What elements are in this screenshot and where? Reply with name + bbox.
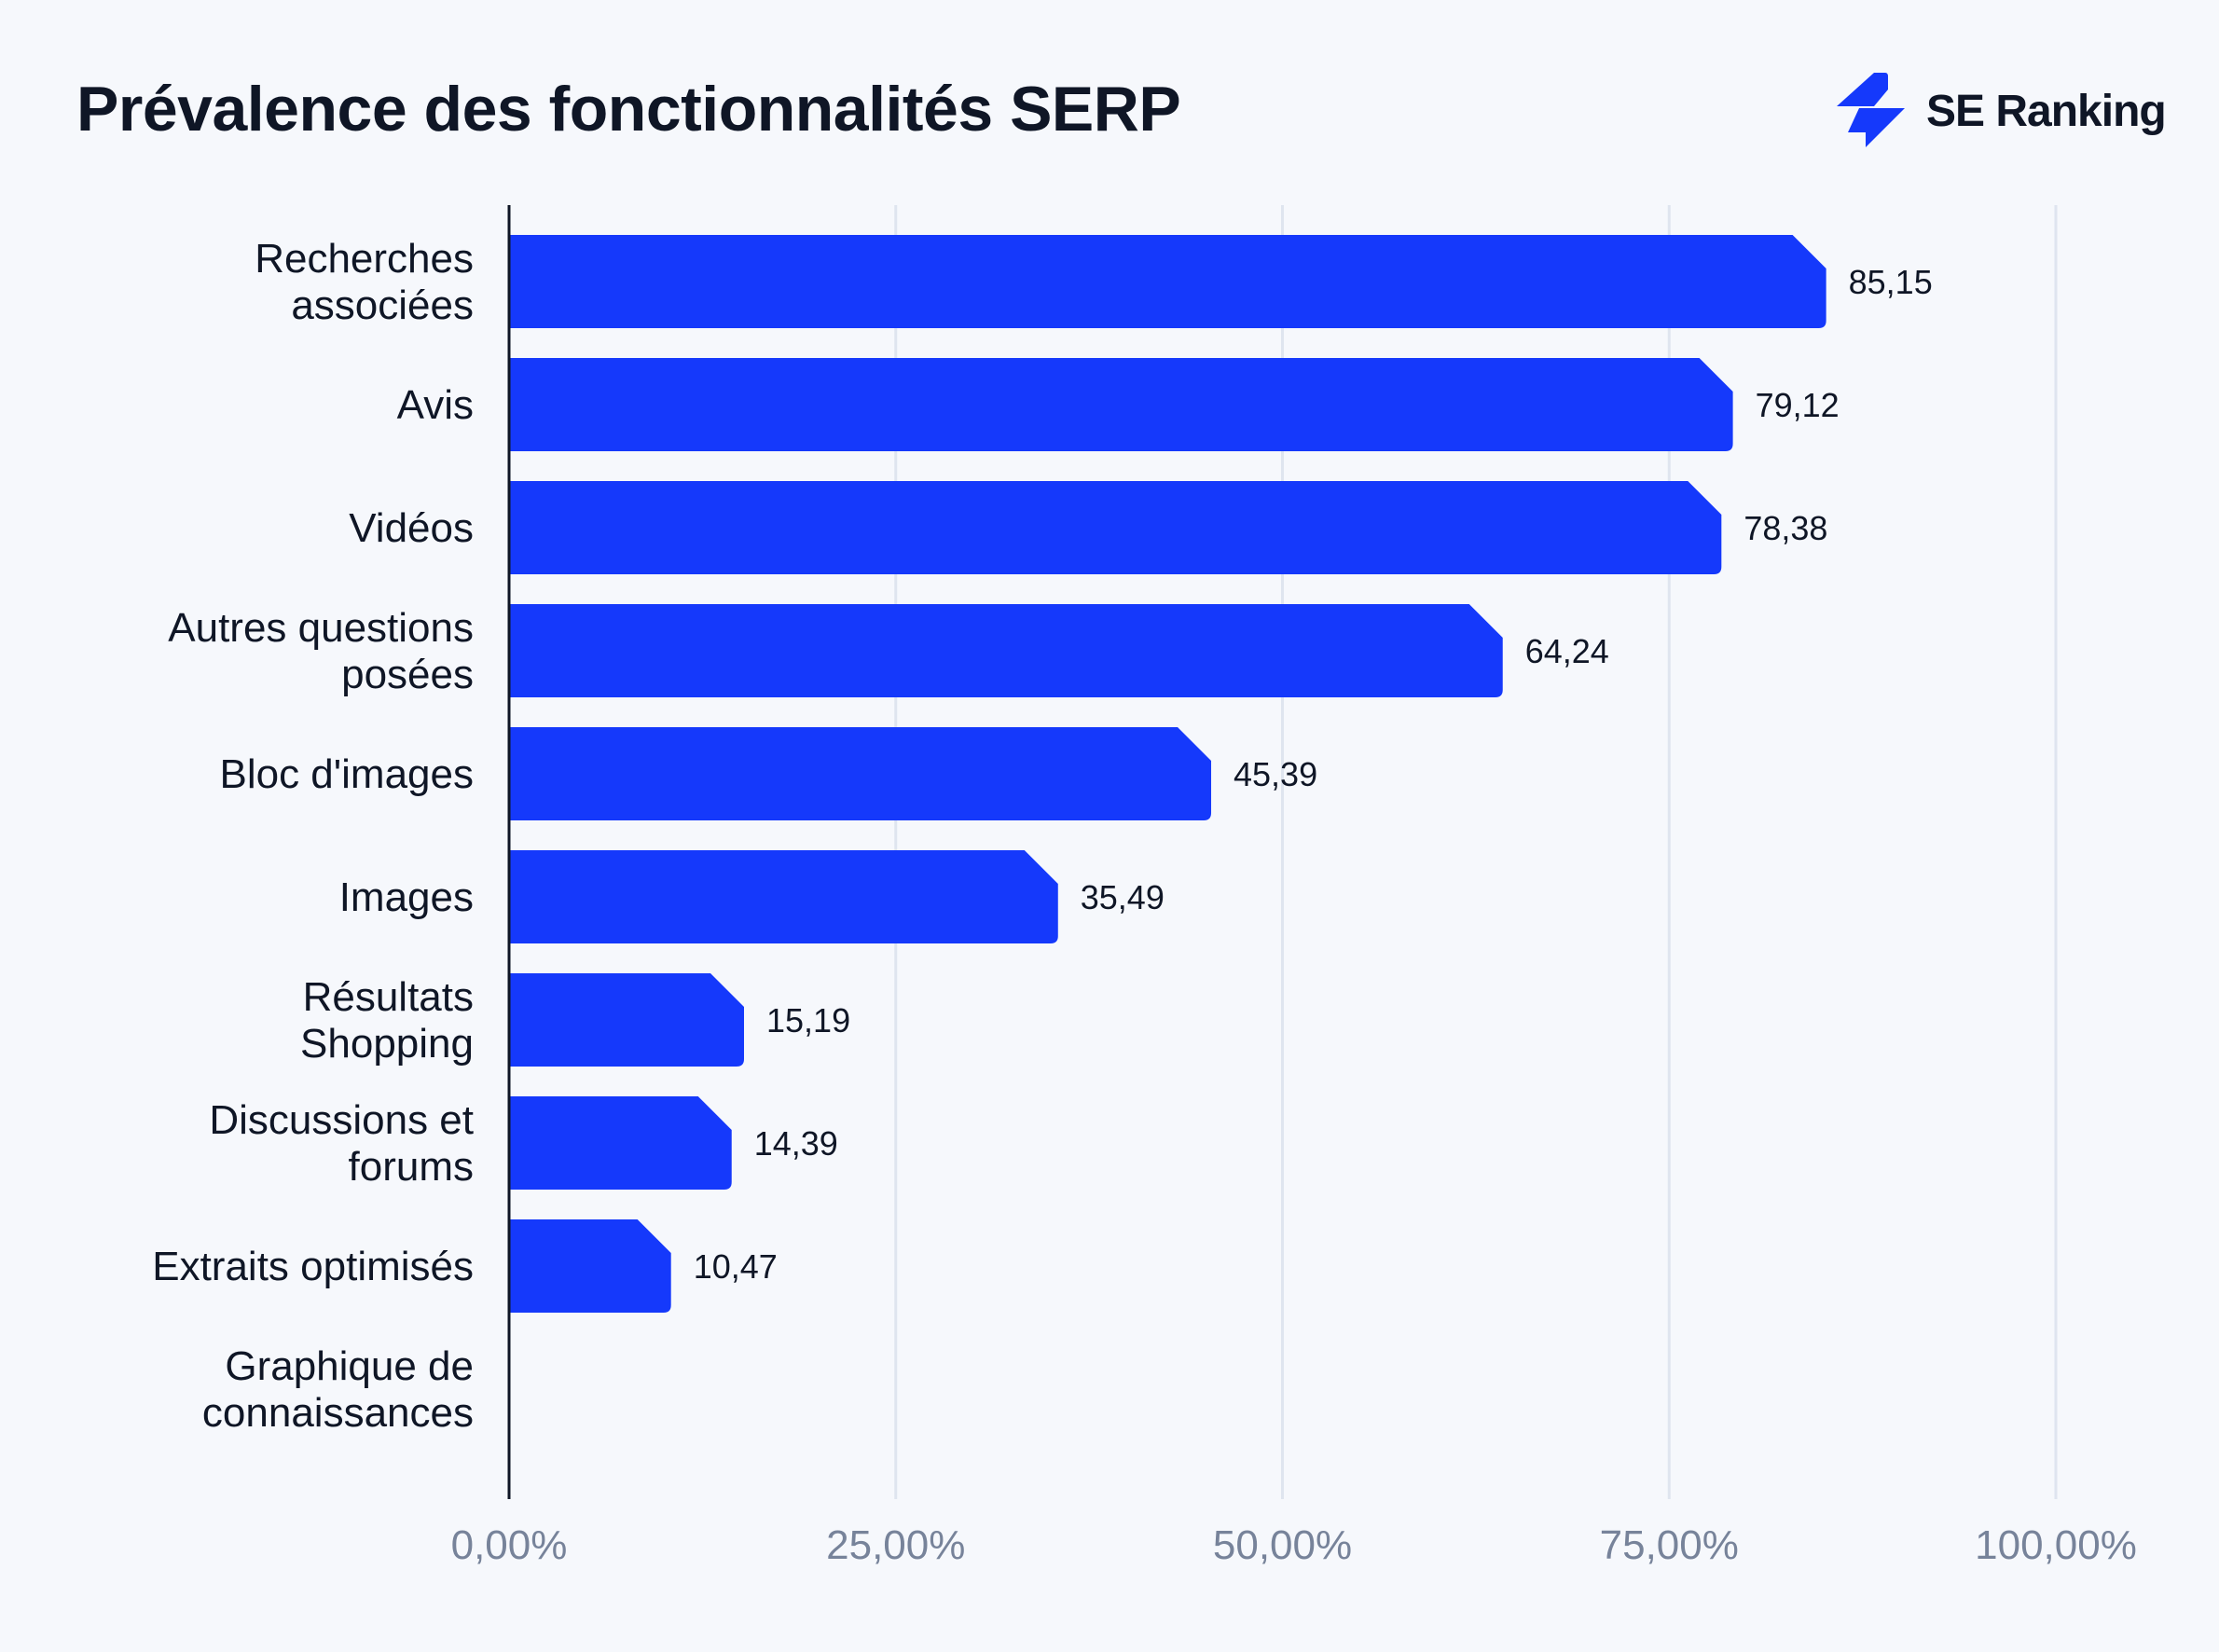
x-tick-label: 75,00%	[1600, 1522, 1739, 1568]
bar	[509, 850, 1058, 943]
category-label: Extraits optimisés	[152, 1244, 474, 1289]
bar	[509, 358, 1733, 451]
bar	[509, 235, 1826, 328]
category-label: Discussions et forums	[209, 1097, 474, 1190]
data-label: 15,19	[766, 1001, 850, 1039]
se-ranking-logo: SE Ranking	[1837, 73, 2167, 149]
data-label: 64,24	[1525, 632, 1609, 670]
x-tick-label: 50,00%	[1213, 1522, 1352, 1568]
category-label: Bloc d'images	[219, 751, 474, 797]
category-label: Recherches associées	[255, 236, 474, 328]
bar	[509, 1219, 671, 1313]
data-label: 78,38	[1744, 509, 1827, 547]
x-tick-label: 0,00%	[451, 1522, 568, 1568]
category-label: Résultats Shopping	[300, 974, 474, 1067]
category-label: Autres questions posées	[168, 605, 474, 697]
bar	[509, 481, 1722, 574]
category-label: Vidéos	[349, 505, 474, 551]
category-label: Graphique de connaissances	[202, 1343, 474, 1436]
bar	[509, 604, 1503, 697]
data-label: 10,47	[694, 1247, 778, 1286]
chart-title: Prévalence des fonctionnalités SERP	[76, 74, 1181, 145]
category-label: Images	[339, 874, 474, 920]
logo-text: SE Ranking	[1926, 86, 2167, 136]
category-label: Avis	[397, 382, 474, 428]
bar	[509, 727, 1212, 820]
x-tick-label: 100,00%	[1975, 1522, 2137, 1568]
bar	[509, 1096, 732, 1190]
data-label: 79,12	[1756, 386, 1840, 424]
x-tick-label: 25,00%	[826, 1522, 965, 1568]
bar	[509, 973, 745, 1067]
data-label: 85,15	[1849, 263, 1933, 301]
data-label: 35,49	[1081, 878, 1165, 916]
data-label: 14,39	[754, 1124, 838, 1163]
se-ranking-bolt-icon	[1837, 73, 1905, 147]
data-label: 45,39	[1234, 755, 1317, 793]
